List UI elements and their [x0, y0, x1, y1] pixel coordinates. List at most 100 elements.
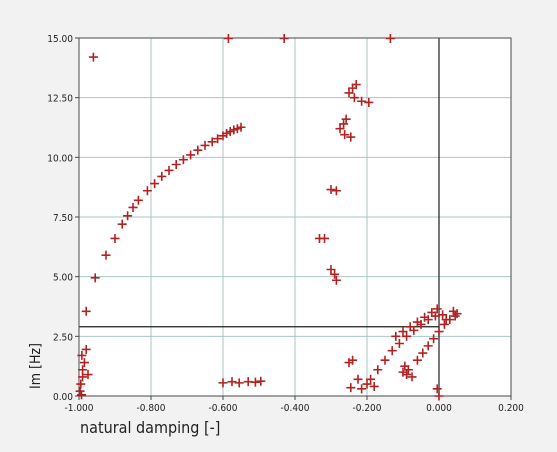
reference-lines [79, 38, 440, 396]
data-point-marker [400, 361, 410, 371]
data-point-marker [123, 211, 133, 221]
y-axis-label: Im [Hz] [28, 343, 44, 389]
data-point-marker [150, 179, 160, 189]
data-point-marker [339, 119, 349, 129]
y-tick-label: 12.50 [47, 94, 73, 105]
data-point-marker [330, 269, 340, 279]
data-point-marker [236, 122, 246, 132]
data-point-marker [340, 130, 350, 140]
x-tick-label: 0.000 [426, 403, 452, 414]
y-tick-label: 10.00 [47, 153, 73, 164]
data-point-marker [178, 155, 188, 165]
data-point-marker [88, 52, 98, 62]
data-point-marker [110, 233, 120, 243]
data-point-marker [79, 358, 89, 368]
data-point-marker [171, 159, 181, 169]
data-point-marker [387, 346, 397, 356]
data-point-marker [439, 319, 449, 329]
data-point-marker [385, 33, 395, 43]
data-point-marker [369, 381, 379, 391]
data-point-marker [250, 377, 260, 387]
data-point-marker [77, 350, 87, 360]
x-tick-label: -0.800 [137, 403, 166, 414]
data-point-marker [351, 80, 361, 90]
data-point-marker [81, 344, 91, 354]
data-point-marker [90, 273, 100, 283]
data-point-marker [326, 265, 336, 275]
data-point-marker [346, 132, 356, 142]
data-point-marker [193, 145, 203, 155]
data-point-marker [200, 140, 210, 150]
x-axis-label: natural damping [-] [80, 418, 220, 437]
data-point-marker [418, 348, 428, 358]
data-point-marker [380, 355, 390, 365]
data-point-marker [117, 219, 127, 229]
y-tick-label: 2.50 [53, 332, 73, 343]
data-point-marker [77, 390, 87, 400]
y-tick-label: 15.00 [47, 34, 73, 45]
x-tick-label: -0.400 [281, 403, 310, 414]
data-point-marker [373, 365, 383, 375]
x-tick-label: -1.000 [65, 403, 94, 414]
data-point-marker [331, 275, 341, 285]
data-point-marker [429, 334, 439, 344]
data-point-marker [349, 93, 359, 103]
data-point-marker [157, 171, 167, 181]
data-point-marker [357, 384, 367, 394]
data-point-marker [335, 124, 345, 134]
data-point-marker [346, 383, 356, 393]
data-point-marker [128, 202, 138, 212]
data-point-marker [101, 250, 111, 260]
data-point-marker [133, 195, 143, 205]
data-point-marker [186, 150, 196, 160]
data-point-marker [420, 312, 430, 322]
data-point-marker [432, 384, 442, 394]
data-point-marker [434, 327, 444, 337]
y-tick-label: 0.00 [53, 392, 73, 403]
data-point-marker [234, 378, 244, 388]
data-point-marker [353, 374, 363, 384]
data-point-marker [344, 88, 354, 98]
data-point-marker [394, 338, 404, 348]
data-point-marker [434, 391, 444, 401]
data-points [75, 33, 462, 401]
data-point-marker [326, 185, 336, 195]
data-point-marker [405, 322, 415, 332]
x-tick-label: -0.200 [353, 403, 382, 414]
data-point-marker [213, 134, 223, 144]
data-point-marker [441, 315, 451, 325]
data-point-marker [348, 355, 358, 365]
data-point-marker [398, 327, 408, 337]
data-point-marker [364, 97, 374, 107]
data-point-marker [357, 96, 367, 106]
data-point-marker [331, 186, 341, 196]
data-point-marker [207, 137, 217, 147]
data-point-marker [83, 370, 93, 380]
data-point-marker [279, 33, 289, 43]
data-point-marker [448, 306, 458, 316]
data-point-marker [142, 186, 152, 196]
data-point-marker [78, 365, 88, 375]
data-point-marker [362, 379, 372, 389]
x-tick-label: 0.200 [498, 403, 524, 414]
data-point-marker [218, 378, 228, 388]
data-point-marker [407, 372, 417, 382]
data-point-marker [402, 370, 412, 380]
data-point-marker [256, 376, 266, 386]
data-point-marker [423, 341, 433, 351]
x-tick-label: -0.600 [209, 403, 238, 414]
data-point-marker [412, 355, 422, 365]
data-point-marker [402, 331, 412, 341]
data-point-marker [341, 114, 351, 124]
data-point-marker [320, 233, 330, 243]
data-point-marker [412, 317, 422, 327]
data-point-marker [391, 331, 401, 341]
data-point-marker [164, 165, 174, 175]
y-tick-label: 5.00 [53, 273, 73, 284]
y-axis-ticks: 0.00 2.50 5.00 7.50 10.00 12.50 15.00 [47, 34, 79, 403]
data-point-marker [81, 306, 91, 316]
data-point-marker [427, 307, 437, 317]
data-point-marker [438, 310, 448, 320]
data-point-marker [76, 379, 86, 389]
